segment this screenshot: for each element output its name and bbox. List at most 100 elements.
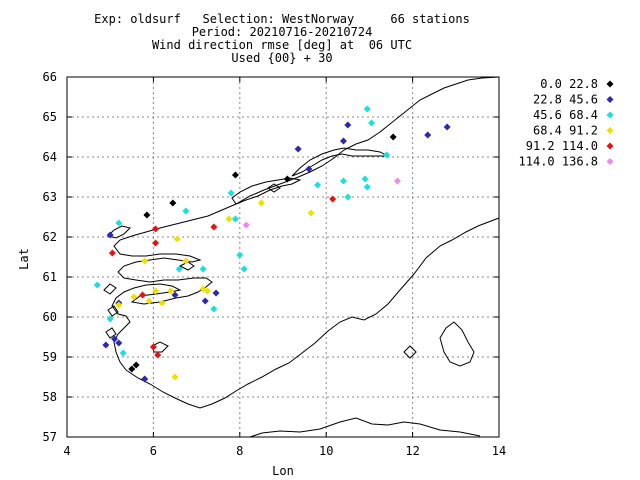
station-point bbox=[283, 175, 291, 183]
station-point bbox=[242, 221, 250, 229]
station-point bbox=[389, 133, 397, 141]
station-point bbox=[339, 137, 347, 145]
station-point bbox=[108, 249, 116, 257]
station-point bbox=[227, 189, 235, 197]
station-point bbox=[119, 349, 127, 357]
x-tick-label: 14 bbox=[492, 444, 506, 458]
station-point bbox=[141, 257, 149, 265]
station-point bbox=[257, 199, 265, 207]
station-point bbox=[102, 341, 110, 349]
station-point bbox=[141, 375, 149, 383]
station-point bbox=[139, 291, 147, 299]
x-tick-label: 10 bbox=[319, 444, 333, 458]
x-tick-label: 12 bbox=[405, 444, 419, 458]
axis-ticks: 4 6 8 10 12 14 57 58 59 60 61 62 63 64 65 66 bbox=[43, 70, 507, 458]
legend-marker bbox=[606, 96, 614, 103]
legend-label: 22.8 45.6 bbox=[533, 93, 598, 107]
station-point bbox=[203, 287, 211, 295]
station-point bbox=[210, 223, 218, 231]
station-point bbox=[199, 265, 207, 273]
station-point bbox=[363, 105, 371, 113]
legend-label: 68.4 91.2 bbox=[533, 124, 598, 138]
y-tick-label: 64 bbox=[43, 150, 57, 164]
station-point bbox=[212, 289, 220, 297]
y-tick-label: 57 bbox=[43, 430, 57, 444]
station-point bbox=[294, 145, 302, 153]
station-point bbox=[154, 351, 162, 359]
x-axis-label: Lon bbox=[272, 464, 294, 478]
station-point bbox=[106, 231, 114, 239]
station-point bbox=[128, 365, 136, 373]
legend-marker bbox=[606, 158, 614, 165]
station-point bbox=[149, 343, 157, 351]
station-point bbox=[368, 119, 376, 127]
plot-area bbox=[67, 77, 499, 437]
y-tick-label: 62 bbox=[43, 230, 57, 244]
legend-marker bbox=[606, 127, 614, 134]
station-point bbox=[152, 287, 160, 295]
station-point bbox=[152, 225, 160, 233]
station-point bbox=[201, 297, 209, 305]
legend: 0.0 22.8 22.8 45.645.6 68.4 68.4 91.291.2 … bbox=[519, 77, 614, 169]
grid bbox=[67, 77, 499, 437]
station-point bbox=[175, 265, 183, 273]
station-point bbox=[344, 193, 352, 201]
legend-label: 0.0 22.8 bbox=[540, 77, 598, 91]
station-point bbox=[152, 239, 160, 247]
station-point bbox=[329, 195, 337, 203]
station-point bbox=[443, 123, 451, 131]
station-point bbox=[424, 131, 432, 139]
station-point bbox=[93, 281, 101, 289]
station-point bbox=[169, 199, 177, 207]
y-axis-label: Lat bbox=[17, 248, 31, 270]
x-tick-label: 4 bbox=[63, 444, 70, 458]
station-point bbox=[132, 361, 140, 369]
x-tick-label: 6 bbox=[150, 444, 157, 458]
station-point bbox=[231, 215, 239, 223]
chart-title-line-1: Exp: oldsurf Selection: WestNorway 66 st… bbox=[94, 12, 470, 26]
station-point bbox=[314, 181, 322, 189]
y-tick-label: 60 bbox=[43, 310, 57, 324]
station-point bbox=[145, 297, 153, 305]
station-point bbox=[171, 373, 179, 381]
station-point bbox=[143, 211, 151, 219]
legend-label: 45.6 68.4 bbox=[533, 108, 598, 122]
y-tick-label: 61 bbox=[43, 270, 57, 284]
station-point bbox=[182, 257, 190, 265]
station-point bbox=[305, 165, 313, 173]
station-point bbox=[106, 315, 114, 323]
station-point bbox=[225, 215, 233, 223]
legend-marker bbox=[606, 80, 614, 88]
station-point bbox=[307, 209, 315, 217]
y-tick-label: 63 bbox=[43, 190, 57, 204]
chart-title-line-2: Period: 20210716-20210724 bbox=[192, 25, 373, 39]
station-point bbox=[130, 293, 138, 301]
station-point bbox=[182, 207, 190, 215]
chart-title-line-3: Wind direction rmse [deg] at 06 UTC bbox=[152, 38, 412, 52]
station-point bbox=[173, 235, 181, 243]
station-point bbox=[383, 151, 391, 159]
legend-label: 91.2 114.0 bbox=[526, 139, 598, 153]
data-points bbox=[93, 105, 451, 383]
legend-marker bbox=[606, 111, 614, 119]
station-point bbox=[158, 299, 166, 307]
x-tick-label: 8 bbox=[236, 444, 243, 458]
station-point bbox=[393, 177, 401, 185]
station-point bbox=[363, 183, 371, 191]
station-point bbox=[210, 305, 218, 313]
station-point bbox=[361, 175, 369, 183]
plot-frame bbox=[66, 76, 500, 438]
legend-label: 114.0 136.8 bbox=[519, 155, 598, 169]
y-tick-label: 66 bbox=[43, 70, 57, 84]
y-tick-label: 58 bbox=[43, 390, 57, 404]
y-tick-label: 65 bbox=[43, 110, 57, 124]
station-point bbox=[231, 171, 239, 179]
station-point bbox=[115, 219, 123, 227]
station-point bbox=[344, 121, 352, 129]
chart-title-line-4: Used {00} + 30 bbox=[231, 51, 332, 65]
station-point bbox=[236, 251, 244, 259]
station-point bbox=[115, 301, 123, 309]
station-point bbox=[240, 265, 248, 273]
station-point bbox=[167, 287, 175, 295]
station-point bbox=[115, 339, 123, 347]
